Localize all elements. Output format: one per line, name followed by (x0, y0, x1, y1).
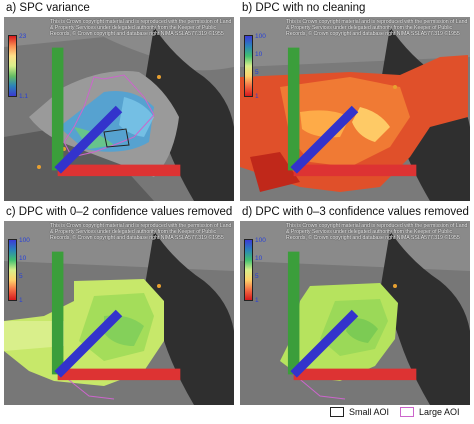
aerial-photo (4, 17, 234, 201)
colorbar-tick: 10 (19, 255, 27, 262)
colorbar-tick: 5 (19, 273, 23, 280)
colorbar (244, 35, 253, 97)
colorbar-ticks: 23 1.1 (19, 33, 49, 103)
copyright-notice: This is Crown copyright material and is … (50, 19, 232, 38)
axes-icon (51, 47, 181, 177)
legend-large-aoi: Large AOI (400, 404, 460, 420)
colorbar-tick: 5 (255, 273, 259, 280)
colorbar-tick: 5 (255, 69, 259, 76)
legend-small-aoi: Small AOI (330, 404, 389, 420)
colorbar-ticks: 100 10 5 1 (255, 33, 285, 103)
colorbar-tick: 100 (255, 33, 266, 40)
colorbar (8, 35, 17, 97)
panel-d: d) DPC with 0–3 confidence values remove… (240, 206, 470, 406)
map-image: This is Crown copyright material and is … (240, 17, 470, 201)
panel-title: a) SPC variance (6, 2, 90, 14)
panel-title: c) DPC with 0–2 confidence values remove… (6, 206, 233, 218)
legend-label: Small AOI (349, 407, 390, 417)
colorbar-tick: 1 (255, 93, 259, 100)
map-image: This is Crown copyright material and is … (4, 17, 234, 201)
colorbar-tick: 10 (255, 51, 263, 58)
colorbar-tick: 100 (255, 237, 266, 244)
copyright-notice: This is Crown copyright material and is … (286, 19, 468, 38)
large-aoi-swatch (400, 407, 414, 417)
map-image: This is Crown copyright material and is … (240, 221, 470, 405)
colorbar-tick: 23 (19, 33, 27, 40)
copyright-notice: This is Crown copyright material and is … (50, 223, 232, 242)
colorbar-tick: 10 (255, 255, 263, 262)
colorbar (244, 239, 253, 301)
axes-icon (287, 47, 417, 177)
colorbar (8, 239, 17, 301)
panel-b: b) DPC with no cleaning This is Crown co… (240, 2, 470, 202)
colorbar-ticks: 100 10 5 1 (19, 237, 49, 307)
panel-c: c) DPC with 0–2 confidence values remove… (4, 206, 234, 406)
axes-icon (287, 251, 417, 381)
panel-a: a) SPC variance This is Crown copyright … (4, 2, 234, 202)
legend-label: Large AOI (419, 407, 460, 417)
axes-icon (51, 251, 181, 381)
colorbar-tick: 1.1 (19, 93, 29, 100)
colorbar-tick: 1 (19, 297, 23, 304)
map-image: This is Crown copyright material and is … (4, 221, 234, 405)
colorbar-ticks: 100 10 5 1 (255, 237, 285, 307)
copyright-notice: This is Crown copyright material and is … (286, 223, 468, 242)
small-aoi-swatch (330, 407, 344, 417)
panel-title: d) DPC with 0–3 confidence values remove… (242, 206, 469, 218)
colorbar-tick: 100 (19, 237, 30, 244)
colorbar-tick: 1 (255, 297, 259, 304)
panel-title: b) DPC with no cleaning (242, 2, 366, 14)
